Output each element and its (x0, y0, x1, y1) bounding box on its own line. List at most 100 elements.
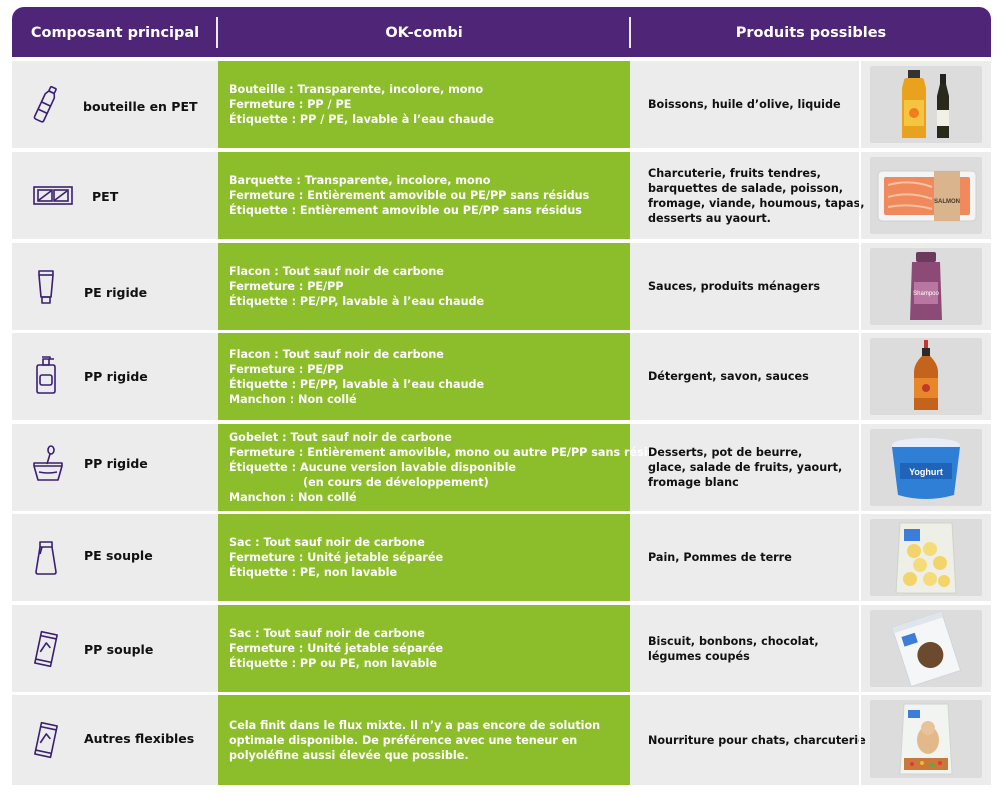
product-line: Biscuit, bonbons, chocolat, (648, 634, 819, 648)
olive-oil-bottles-image (870, 66, 982, 143)
products-cell: Charcuterie, fruits tendres, barquettes … (648, 152, 865, 239)
okcombi-line: Étiquette : Aucune version lavable dispo… (229, 461, 517, 474)
component-name: PP rigide (84, 456, 148, 471)
product-line: Pain, Pommes de terre (648, 551, 792, 564)
pouch-icon (30, 629, 62, 669)
header-divider (216, 17, 218, 48)
okcombi-line: Fermeture : PE/PP (229, 280, 344, 293)
svg-text:SALMON: SALMON (934, 199, 960, 205)
products-cell: Nourriture pour chats, charcuterie (648, 695, 866, 785)
column-divider (859, 514, 861, 601)
product-line: glace, salade de fruits, yaourt, (648, 461, 843, 474)
products-cell: Boissons, huile d’olive, liquide (648, 61, 860, 148)
shampoo-bottle-image: Shampoo (870, 248, 982, 325)
products-cell: Détergent, savon, sauces (648, 333, 860, 420)
yoghurt-tub-image: Yoghurt (870, 429, 982, 506)
okcombi-line: Gobelet : Tout sauf noir de carbone (229, 431, 452, 444)
salmon-tray-image: SALMON (870, 157, 982, 234)
okcombi-line: Fermeture : PE/PP (229, 362, 344, 376)
okcombi-cell: Bouteille : Transparente, incolore, mono… (218, 61, 630, 148)
column-divider (859, 243, 861, 330)
table-row: bouteille en PET Bouteille : Transparent… (12, 61, 991, 148)
column-divider (859, 605, 861, 692)
svg-text:Shampoo: Shampoo (913, 291, 939, 297)
products-cell: Biscuit, bonbons, chocolat, légumes coup… (648, 605, 860, 692)
header-divider (629, 17, 631, 48)
okcombi-line: Étiquette : Entièrement amovible ou PE/P… (229, 204, 582, 217)
okcombi-cell: Cela finit dans le flux mixte. Il n’y a … (218, 695, 630, 785)
column-divider (859, 152, 861, 239)
okcombi-paragraph: Cela finit dans le flux mixte. Il n’y a … (229, 718, 601, 762)
table-row: PE souple Sac : Tout sauf noir de carbon… (12, 514, 991, 601)
products-cell: Pain, Pommes de terre (648, 514, 860, 601)
okcombi-line: Manchon : Non collé (229, 392, 357, 406)
okcombi-line: Fermeture : Unité jetable séparée (229, 551, 444, 564)
table-row: PP rigide Flacon : Tout sauf noir de car… (12, 333, 991, 420)
products-cell: Sauces, produits ménagers (648, 243, 860, 330)
sauce-bottle-image (870, 338, 982, 415)
okcombi-line: Étiquette : PP ou PE, non lavable (229, 657, 437, 670)
okcombi-line: Bouteille : Transparente, incolore, mono (229, 83, 484, 96)
potato-bag-image (870, 519, 982, 596)
okcombi-line: Étiquette : PE, non lavable (229, 566, 398, 579)
product-line: Desserts, pot de beurre, (648, 446, 803, 459)
table-row: PP souple Sac : Tout sauf noir de carbon… (12, 605, 991, 692)
tube-icon (30, 267, 62, 307)
okcombi-line: Fermeture : PP / PE (229, 98, 352, 111)
okcombi-line: Fermeture : Unité jetable séparée (229, 642, 444, 655)
product-line: Sauces, produits ménagers (648, 280, 821, 293)
table-row: Autres flexibles Cela finit dans le flux… (12, 695, 991, 785)
component-name: PE souple (84, 548, 153, 563)
component-name: PE rigide (84, 285, 148, 300)
table-row: PET Barquette : Transparente, incolore, … (12, 152, 991, 239)
component-name: Autres flexibles (84, 731, 195, 746)
okcombi-line: (en cours de développement) (229, 476, 489, 489)
column-divider (859, 424, 861, 511)
okcombi-line: Flacon : Tout sauf noir de carbone (229, 347, 444, 361)
product-line: Charcuterie, fruits tendres, (648, 166, 821, 180)
table-row: PP rigide Gobelet : Tout sauf noir de ca… (12, 424, 991, 511)
okcombi-line: Étiquette : PE/PP, lavable à l’eau chaud… (229, 377, 485, 391)
component-name: PET (92, 189, 119, 204)
product-line: fromage, viande, houmous, tapas, (648, 196, 865, 210)
product-line: légumes coupés (648, 649, 750, 663)
component-name: PP rigide (84, 369, 148, 384)
okcombi-cell: Sac : Tout sauf noir de carbone Fermetur… (218, 605, 630, 692)
svg-text:Yoghurt: Yoghurt (909, 467, 943, 477)
header-products: Produits possibles (735, 25, 887, 41)
okcombi-line: Manchon : Non collé (229, 491, 357, 504)
okcombi-line: Sac : Tout sauf noir de carbone (229, 536, 425, 549)
product-line: Boissons, huile d’olive, liquide (648, 98, 841, 111)
pump-bottle-icon (30, 355, 62, 395)
cat-food-bag-image (870, 700, 982, 778)
product-line: barquettes de salade, poisson, (648, 181, 844, 195)
table-header: Composant principal OK-combi Produits po… (12, 7, 991, 57)
okcombi-cell: Barquette : Transparente, incolore, mono… (218, 152, 630, 239)
okcombi-line: Fermeture : Entièrement amovible, mono o… (229, 446, 671, 459)
okcombi-line: Étiquette : PE/PP, lavable à l’eau chaud… (229, 295, 485, 308)
column-divider (859, 333, 861, 420)
column-divider (859, 695, 861, 785)
okcombi-cell: Sac : Tout sauf noir de carbone Fermetur… (218, 514, 630, 601)
cup-spoon-icon (30, 444, 66, 484)
pet-bottle-icon (30, 84, 62, 124)
component-name: PP souple (84, 642, 154, 657)
table-row: PE rigide Flacon : Tout sauf noir de car… (12, 243, 991, 330)
header-okcombi: OK-combi (385, 25, 463, 41)
product-line: fromage blanc (648, 476, 739, 489)
okcombi-line: Barquette : Transparente, incolore, mono (229, 174, 491, 187)
okcombi-line: Sac : Tout sauf noir de carbone (229, 627, 425, 640)
product-line: Détergent, savon, sauces (648, 370, 809, 383)
bag-icon (30, 538, 62, 578)
header-component: Composant principal (30, 25, 200, 41)
okcombi-line: Flacon : Tout sauf noir de carbone (229, 265, 444, 278)
okcombi-cell: Flacon : Tout sauf noir de carbone Ferme… (218, 333, 630, 420)
column-divider (859, 61, 861, 148)
product-line: desserts au yaourt. (648, 211, 771, 225)
flexible-pouch-icon (30, 720, 62, 760)
products-cell: Desserts, pot de beurre, glace, salade d… (648, 424, 860, 511)
snack-pouch-image (870, 610, 982, 687)
okcombi-cell: Flacon : Tout sauf noir de carbone Ferme… (218, 243, 630, 330)
product-line: Nourriture pour chats, charcuterie (648, 733, 866, 747)
okcombi-line: Étiquette : PP / PE, lavable à l’eau cha… (229, 113, 494, 126)
